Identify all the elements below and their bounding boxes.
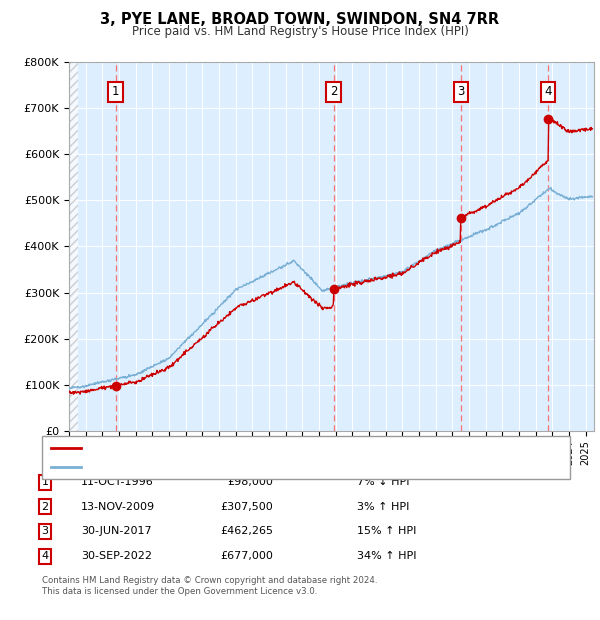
Text: 4: 4 xyxy=(41,551,49,561)
Text: HPI: Average price, detached house, Wiltshire: HPI: Average price, detached house, Wilt… xyxy=(87,462,311,472)
Text: Contains HM Land Registry data © Crown copyright and database right 2024.: Contains HM Land Registry data © Crown c… xyxy=(42,576,377,585)
Text: £462,265: £462,265 xyxy=(220,526,273,536)
Text: 30-JUN-2017: 30-JUN-2017 xyxy=(81,526,152,536)
Text: 7% ↓ HPI: 7% ↓ HPI xyxy=(357,477,409,487)
Text: 3% ↑ HPI: 3% ↑ HPI xyxy=(357,502,409,512)
Text: 15% ↑ HPI: 15% ↑ HPI xyxy=(357,526,416,536)
Text: 3: 3 xyxy=(41,526,49,536)
Text: £98,000: £98,000 xyxy=(227,477,273,487)
Text: 11-OCT-1996: 11-OCT-1996 xyxy=(81,477,154,487)
Text: 2: 2 xyxy=(41,502,49,512)
Text: 3: 3 xyxy=(457,86,464,99)
Text: 3, PYE LANE, BROAD TOWN, SWINDON, SN4 7RR (detached house): 3, PYE LANE, BROAD TOWN, SWINDON, SN4 7R… xyxy=(87,443,415,453)
Text: 1: 1 xyxy=(112,86,119,99)
Text: £307,500: £307,500 xyxy=(220,502,273,512)
Text: Price paid vs. HM Land Registry's House Price Index (HPI): Price paid vs. HM Land Registry's House … xyxy=(131,25,469,38)
Text: 30-SEP-2022: 30-SEP-2022 xyxy=(81,551,152,561)
Text: 13-NOV-2009: 13-NOV-2009 xyxy=(81,502,155,512)
Text: This data is licensed under the Open Government Licence v3.0.: This data is licensed under the Open Gov… xyxy=(42,587,317,596)
Text: £677,000: £677,000 xyxy=(220,551,273,561)
Text: 34% ↑ HPI: 34% ↑ HPI xyxy=(357,551,416,561)
Text: 4: 4 xyxy=(544,86,552,99)
Text: 1: 1 xyxy=(41,477,49,487)
Text: 2: 2 xyxy=(330,86,337,99)
Text: 3, PYE LANE, BROAD TOWN, SWINDON, SN4 7RR: 3, PYE LANE, BROAD TOWN, SWINDON, SN4 7R… xyxy=(100,12,500,27)
